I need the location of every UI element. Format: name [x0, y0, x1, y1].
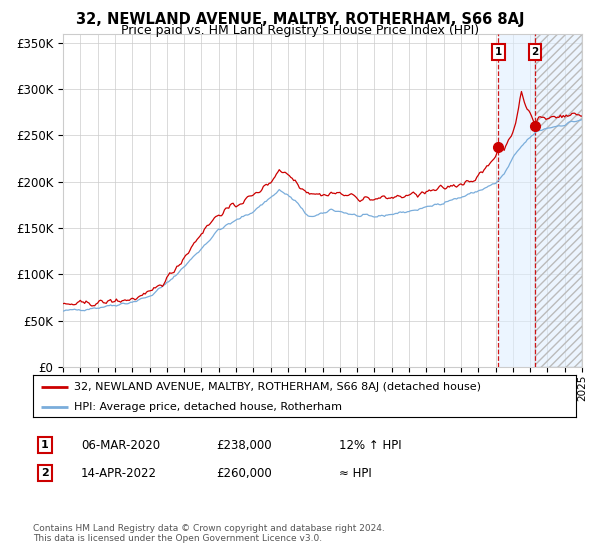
- Text: ≈ HPI: ≈ HPI: [339, 466, 372, 480]
- Text: This data is licensed under the Open Government Licence v3.0.: This data is licensed under the Open Gov…: [33, 534, 322, 543]
- Text: £238,000: £238,000: [216, 438, 272, 452]
- Text: 1: 1: [41, 440, 49, 450]
- Text: £260,000: £260,000: [216, 466, 272, 480]
- Text: 06-MAR-2020: 06-MAR-2020: [81, 438, 160, 452]
- Text: 2: 2: [41, 468, 49, 478]
- Bar: [535, 34, 582, 367]
- Text: 2: 2: [532, 47, 539, 57]
- Bar: [499, 34, 582, 367]
- Text: Price paid vs. HM Land Registry's House Price Index (HPI): Price paid vs. HM Land Registry's House …: [121, 24, 479, 36]
- Text: Contains HM Land Registry data © Crown copyright and database right 2024.: Contains HM Land Registry data © Crown c…: [33, 524, 385, 533]
- Text: 12% ↑ HPI: 12% ↑ HPI: [339, 438, 401, 452]
- Text: 1: 1: [495, 47, 502, 57]
- Bar: [535, 34, 582, 367]
- Text: 32, NEWLAND AVENUE, MALTBY, ROTHERHAM, S66 8AJ (detached house): 32, NEWLAND AVENUE, MALTBY, ROTHERHAM, S…: [74, 381, 481, 391]
- Text: 32, NEWLAND AVENUE, MALTBY, ROTHERHAM, S66 8AJ: 32, NEWLAND AVENUE, MALTBY, ROTHERHAM, S…: [76, 12, 524, 27]
- Text: HPI: Average price, detached house, Rotherham: HPI: Average price, detached house, Roth…: [74, 402, 342, 412]
- Text: 14-APR-2022: 14-APR-2022: [81, 466, 157, 480]
